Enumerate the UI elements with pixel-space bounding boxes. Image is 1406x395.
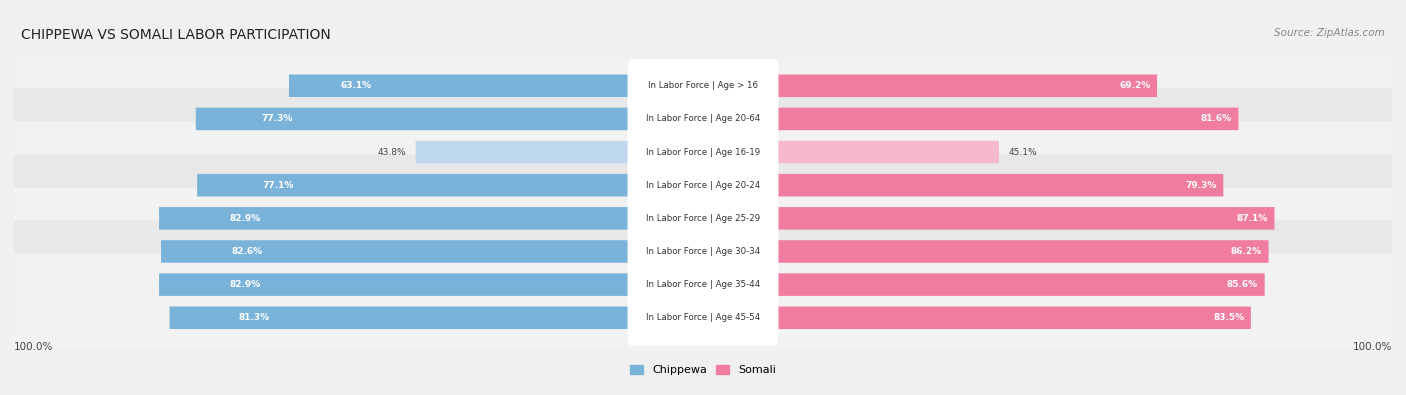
Text: 43.8%: 43.8%: [377, 148, 406, 156]
Text: In Labor Force | Age 25-29: In Labor Force | Age 25-29: [645, 214, 761, 223]
FancyBboxPatch shape: [162, 240, 631, 263]
Text: 82.6%: 82.6%: [232, 247, 263, 256]
Text: 81.6%: 81.6%: [1201, 115, 1232, 123]
FancyBboxPatch shape: [4, 121, 1402, 249]
Text: In Labor Force | Age 20-24: In Labor Force | Age 20-24: [645, 181, 761, 190]
Legend: Chippewa, Somali: Chippewa, Somali: [626, 360, 780, 380]
Text: 63.1%: 63.1%: [340, 81, 371, 90]
FancyBboxPatch shape: [775, 141, 998, 163]
Text: 86.2%: 86.2%: [1230, 247, 1263, 256]
Text: In Labor Force | Age 30-34: In Labor Force | Age 30-34: [645, 247, 761, 256]
FancyBboxPatch shape: [627, 257, 779, 312]
FancyBboxPatch shape: [197, 174, 631, 196]
FancyBboxPatch shape: [627, 190, 779, 246]
FancyBboxPatch shape: [627, 124, 779, 180]
Text: 77.1%: 77.1%: [262, 181, 294, 190]
Text: 82.9%: 82.9%: [229, 280, 262, 289]
Text: 100.0%: 100.0%: [14, 342, 53, 352]
Text: 83.5%: 83.5%: [1213, 313, 1244, 322]
FancyBboxPatch shape: [290, 75, 631, 97]
FancyBboxPatch shape: [775, 273, 1264, 296]
FancyBboxPatch shape: [627, 224, 779, 279]
FancyBboxPatch shape: [627, 91, 779, 147]
FancyBboxPatch shape: [170, 307, 631, 329]
FancyBboxPatch shape: [775, 174, 1223, 196]
FancyBboxPatch shape: [775, 207, 1274, 229]
Text: 69.2%: 69.2%: [1119, 81, 1150, 90]
Text: Source: ZipAtlas.com: Source: ZipAtlas.com: [1274, 28, 1385, 38]
FancyBboxPatch shape: [416, 141, 631, 163]
FancyBboxPatch shape: [775, 307, 1251, 329]
Text: In Labor Force | Age > 16: In Labor Force | Age > 16: [648, 81, 758, 90]
FancyBboxPatch shape: [4, 88, 1402, 216]
Text: In Labor Force | Age 16-19: In Labor Force | Age 16-19: [645, 148, 761, 156]
FancyBboxPatch shape: [195, 108, 631, 130]
Text: 82.9%: 82.9%: [229, 214, 262, 223]
FancyBboxPatch shape: [627, 58, 779, 114]
Text: 87.1%: 87.1%: [1237, 214, 1268, 223]
FancyBboxPatch shape: [775, 108, 1239, 130]
FancyBboxPatch shape: [4, 22, 1402, 150]
Text: 100.0%: 100.0%: [1353, 342, 1392, 352]
Text: 85.6%: 85.6%: [1227, 280, 1258, 289]
FancyBboxPatch shape: [775, 240, 1268, 263]
Text: In Labor Force | Age 20-64: In Labor Force | Age 20-64: [645, 115, 761, 123]
Text: CHIPPEWA VS SOMALI LABOR PARTICIPATION: CHIPPEWA VS SOMALI LABOR PARTICIPATION: [21, 28, 330, 41]
FancyBboxPatch shape: [4, 55, 1402, 183]
Text: In Labor Force | Age 35-44: In Labor Force | Age 35-44: [645, 280, 761, 289]
FancyBboxPatch shape: [4, 188, 1402, 316]
FancyBboxPatch shape: [775, 75, 1157, 97]
FancyBboxPatch shape: [627, 157, 779, 213]
Text: 81.3%: 81.3%: [239, 313, 270, 322]
FancyBboxPatch shape: [627, 290, 779, 346]
FancyBboxPatch shape: [4, 221, 1402, 349]
Text: 77.3%: 77.3%: [262, 115, 292, 123]
FancyBboxPatch shape: [4, 154, 1402, 282]
Text: In Labor Force | Age 45-54: In Labor Force | Age 45-54: [645, 313, 761, 322]
FancyBboxPatch shape: [159, 207, 631, 229]
Text: 79.3%: 79.3%: [1185, 181, 1216, 190]
FancyBboxPatch shape: [4, 254, 1402, 382]
FancyBboxPatch shape: [159, 273, 631, 296]
Text: 45.1%: 45.1%: [1008, 148, 1038, 156]
